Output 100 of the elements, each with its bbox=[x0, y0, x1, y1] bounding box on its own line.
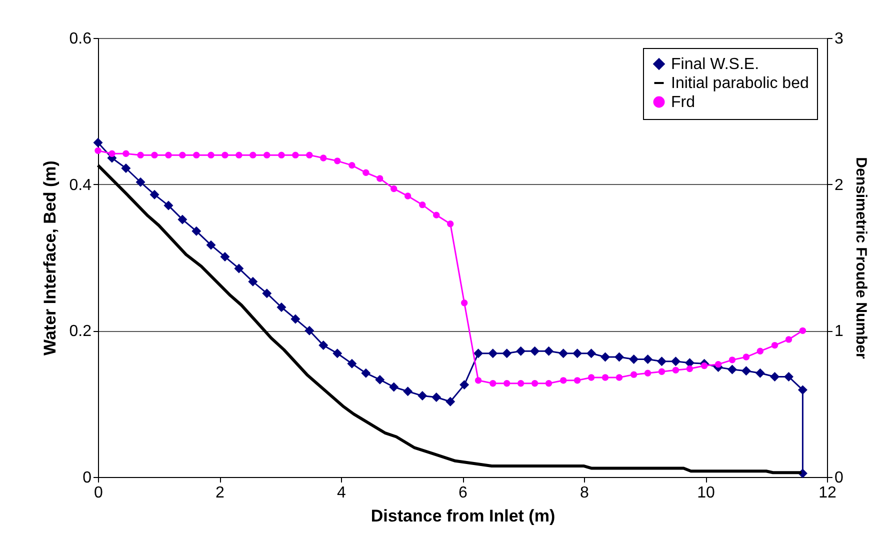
point bbox=[304, 326, 314, 336]
point bbox=[616, 374, 623, 381]
point bbox=[756, 348, 764, 354]
point bbox=[446, 220, 454, 228]
legend-label: Frd bbox=[671, 94, 695, 111]
point bbox=[332, 348, 342, 358]
point bbox=[727, 364, 737, 374]
point bbox=[799, 327, 806, 334]
y-tick-label: 0.2 bbox=[69, 323, 92, 340]
point bbox=[728, 356, 736, 364]
point bbox=[334, 158, 341, 164]
x-tick-label: 2 bbox=[216, 484, 225, 502]
point bbox=[672, 366, 680, 374]
point bbox=[276, 302, 286, 312]
x-axis-title: Distance from Inlet (m) bbox=[370, 506, 556, 526]
point bbox=[93, 138, 103, 148]
point bbox=[614, 352, 624, 362]
point bbox=[586, 348, 596, 358]
point bbox=[574, 377, 581, 384]
y2-tick-label: 1 bbox=[834, 323, 844, 340]
point bbox=[179, 152, 186, 158]
y-tick-label: 0.6 bbox=[69, 30, 92, 48]
point bbox=[292, 152, 299, 158]
point bbox=[545, 380, 552, 387]
point bbox=[670, 356, 680, 366]
x-tick-label: 8 bbox=[580, 484, 590, 502]
point bbox=[572, 348, 582, 358]
point bbox=[94, 147, 102, 154]
point bbox=[686, 365, 694, 372]
point bbox=[418, 391, 428, 401]
point bbox=[657, 356, 667, 366]
point bbox=[460, 300, 468, 306]
point bbox=[602, 374, 609, 381]
point bbox=[320, 154, 327, 162]
point bbox=[644, 370, 652, 376]
x-tick-label: 6 bbox=[458, 484, 468, 502]
point bbox=[361, 368, 371, 378]
point bbox=[278, 152, 285, 158]
point bbox=[164, 200, 174, 210]
point bbox=[630, 371, 638, 378]
point bbox=[531, 380, 538, 387]
point bbox=[771, 342, 778, 349]
y-tick-label: 0.4 bbox=[69, 176, 92, 194]
point bbox=[165, 152, 172, 158]
point bbox=[236, 152, 242, 158]
point bbox=[389, 382, 399, 392]
point bbox=[122, 150, 130, 157]
point bbox=[306, 152, 313, 158]
point bbox=[490, 380, 496, 387]
point bbox=[348, 162, 356, 169]
point bbox=[208, 152, 214, 158]
point bbox=[784, 372, 794, 382]
point bbox=[347, 358, 357, 368]
point bbox=[178, 214, 188, 224]
point bbox=[220, 252, 230, 262]
point bbox=[629, 354, 639, 364]
point bbox=[121, 163, 131, 173]
point bbox=[530, 346, 540, 356]
point bbox=[741, 366, 751, 376]
point bbox=[714, 360, 722, 368]
point bbox=[544, 346, 554, 356]
point bbox=[658, 368, 666, 375]
point bbox=[151, 152, 158, 158]
point bbox=[588, 374, 595, 381]
point bbox=[460, 380, 470, 390]
x-tick-label: 4 bbox=[337, 484, 346, 502]
point bbox=[390, 185, 398, 192]
point bbox=[376, 175, 384, 182]
point bbox=[404, 192, 412, 200]
point bbox=[150, 190, 160, 200]
point bbox=[403, 386, 413, 396]
point bbox=[137, 152, 144, 158]
point bbox=[318, 340, 328, 350]
y2-axis-title: Densimetric Froude Number bbox=[852, 157, 870, 360]
point bbox=[742, 354, 750, 360]
point bbox=[136, 177, 146, 187]
point bbox=[248, 276, 258, 286]
point bbox=[516, 346, 526, 356]
point bbox=[770, 372, 780, 382]
point bbox=[755, 368, 765, 378]
point bbox=[503, 380, 510, 387]
point bbox=[250, 152, 256, 158]
legend-label: Initial parabolic bed bbox=[671, 75, 809, 92]
point bbox=[375, 374, 385, 384]
point bbox=[558, 348, 568, 358]
x-tick-label: 12 bbox=[818, 484, 836, 502]
point bbox=[192, 226, 202, 236]
point bbox=[432, 392, 442, 402]
point bbox=[517, 380, 524, 387]
point bbox=[419, 201, 426, 208]
point bbox=[222, 152, 228, 158]
y2-tick-label: 2 bbox=[834, 176, 844, 194]
x-tick-label: 0 bbox=[94, 484, 104, 502]
point bbox=[474, 348, 484, 358]
point bbox=[600, 352, 610, 362]
y-axis-title: Water Interface, Bed (m) bbox=[40, 160, 60, 356]
y-tick-label: 0 bbox=[82, 470, 92, 486]
point bbox=[502, 348, 512, 358]
point bbox=[560, 377, 567, 384]
point bbox=[700, 362, 708, 370]
